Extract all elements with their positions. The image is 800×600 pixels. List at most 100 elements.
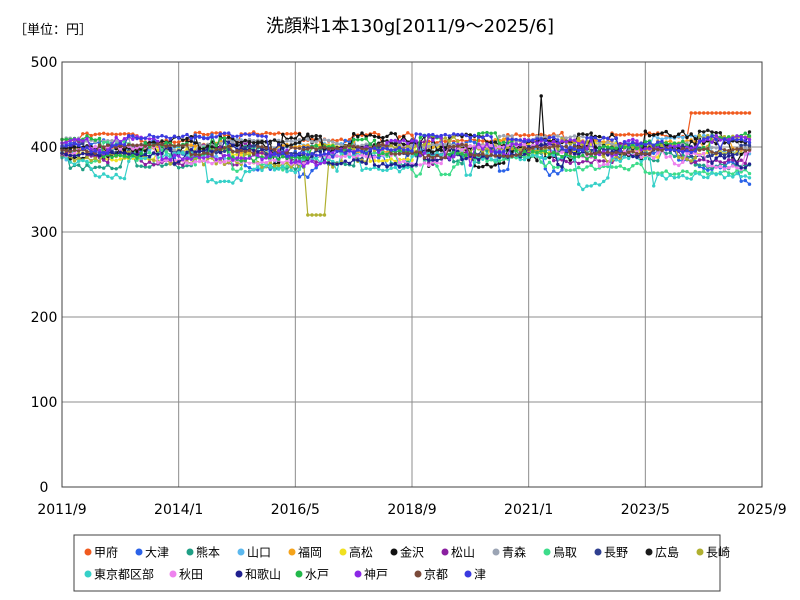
data-point bbox=[531, 153, 535, 157]
data-point bbox=[647, 152, 652, 156]
data-point bbox=[77, 149, 81, 153]
data-point bbox=[714, 131, 718, 135]
data-point bbox=[652, 171, 656, 175]
data-point bbox=[297, 156, 302, 161]
data-point bbox=[102, 140, 106, 145]
data-point bbox=[714, 156, 718, 160]
legend-item: 松山 bbox=[441, 546, 475, 560]
data-point bbox=[643, 140, 647, 144]
data-point bbox=[260, 147, 264, 152]
data-point bbox=[631, 140, 635, 145]
data-point bbox=[435, 151, 439, 155]
data-point bbox=[339, 159, 343, 163]
data-point bbox=[602, 159, 606, 163]
data-point bbox=[477, 153, 481, 157]
data-point bbox=[477, 142, 481, 146]
data-point bbox=[302, 164, 306, 168]
data-point bbox=[281, 168, 285, 172]
data-point bbox=[656, 155, 660, 159]
data-point bbox=[389, 157, 393, 161]
data-point bbox=[289, 160, 293, 165]
legend-marker bbox=[354, 570, 362, 578]
legend-marker bbox=[84, 548, 92, 556]
data-point bbox=[222, 136, 227, 140]
data-point bbox=[497, 134, 502, 139]
data-point bbox=[631, 133, 635, 137]
data-point bbox=[456, 151, 460, 156]
data-point bbox=[635, 139, 639, 143]
data-point bbox=[456, 162, 460, 166]
data-point bbox=[381, 162, 385, 166]
data-point bbox=[135, 152, 139, 157]
data-point bbox=[452, 154, 456, 159]
data-point bbox=[97, 165, 102, 169]
data-point bbox=[281, 140, 285, 144]
legend-label: 広島 bbox=[655, 545, 679, 560]
data-point bbox=[93, 173, 98, 178]
data-point bbox=[247, 140, 252, 144]
data-point bbox=[77, 143, 81, 147]
data-point bbox=[289, 145, 293, 150]
data-point bbox=[560, 137, 564, 141]
data-point bbox=[689, 146, 693, 151]
data-point bbox=[306, 143, 310, 147]
data-point bbox=[293, 146, 297, 150]
data-point bbox=[597, 150, 602, 154]
data-point bbox=[97, 136, 102, 141]
data-point bbox=[385, 168, 389, 172]
data-point bbox=[93, 132, 98, 137]
data-point bbox=[477, 160, 481, 165]
data-point bbox=[127, 134, 131, 138]
data-point bbox=[377, 148, 381, 153]
data-point bbox=[118, 157, 123, 161]
data-point bbox=[168, 143, 172, 147]
data-point bbox=[139, 156, 143, 161]
data-point bbox=[110, 176, 114, 180]
data-point bbox=[560, 165, 564, 169]
data-point bbox=[389, 144, 393, 148]
series-line bbox=[61, 143, 750, 159]
data-point bbox=[568, 135, 572, 139]
data-point bbox=[293, 141, 297, 146]
legend-marker bbox=[492, 548, 500, 556]
data-point bbox=[522, 149, 527, 153]
data-point bbox=[722, 161, 727, 165]
data-point bbox=[743, 139, 747, 143]
data-point bbox=[635, 161, 639, 166]
data-point bbox=[118, 150, 123, 154]
data-point bbox=[585, 157, 589, 161]
data-point bbox=[168, 147, 172, 151]
data-point bbox=[68, 143, 73, 147]
data-point bbox=[139, 142, 143, 147]
data-point bbox=[560, 139, 564, 143]
data-point bbox=[606, 150, 610, 154]
data-point bbox=[735, 111, 739, 115]
data-point bbox=[218, 179, 222, 184]
data-point bbox=[72, 162, 77, 166]
data-point bbox=[743, 166, 747, 170]
legend-marker bbox=[339, 548, 347, 556]
data-point bbox=[331, 162, 335, 166]
data-point bbox=[327, 151, 331, 156]
data-point bbox=[547, 135, 552, 140]
data-point bbox=[664, 141, 668, 145]
data-point bbox=[152, 163, 156, 167]
data-point bbox=[739, 152, 743, 157]
data-point bbox=[243, 132, 247, 136]
data-point bbox=[247, 161, 252, 165]
data-point bbox=[577, 145, 581, 149]
data-point bbox=[681, 139, 685, 143]
data-point bbox=[318, 153, 322, 157]
legend-item: 和歌山 bbox=[235, 567, 281, 582]
data-point bbox=[747, 182, 752, 186]
data-point bbox=[131, 153, 135, 158]
data-point bbox=[627, 150, 631, 154]
data-point bbox=[493, 150, 497, 155]
data-point bbox=[660, 131, 664, 135]
data-point bbox=[606, 176, 610, 180]
data-point bbox=[235, 149, 239, 153]
data-point bbox=[160, 157, 164, 162]
data-point bbox=[93, 149, 98, 153]
y-tick-label: 200 bbox=[31, 310, 58, 326]
